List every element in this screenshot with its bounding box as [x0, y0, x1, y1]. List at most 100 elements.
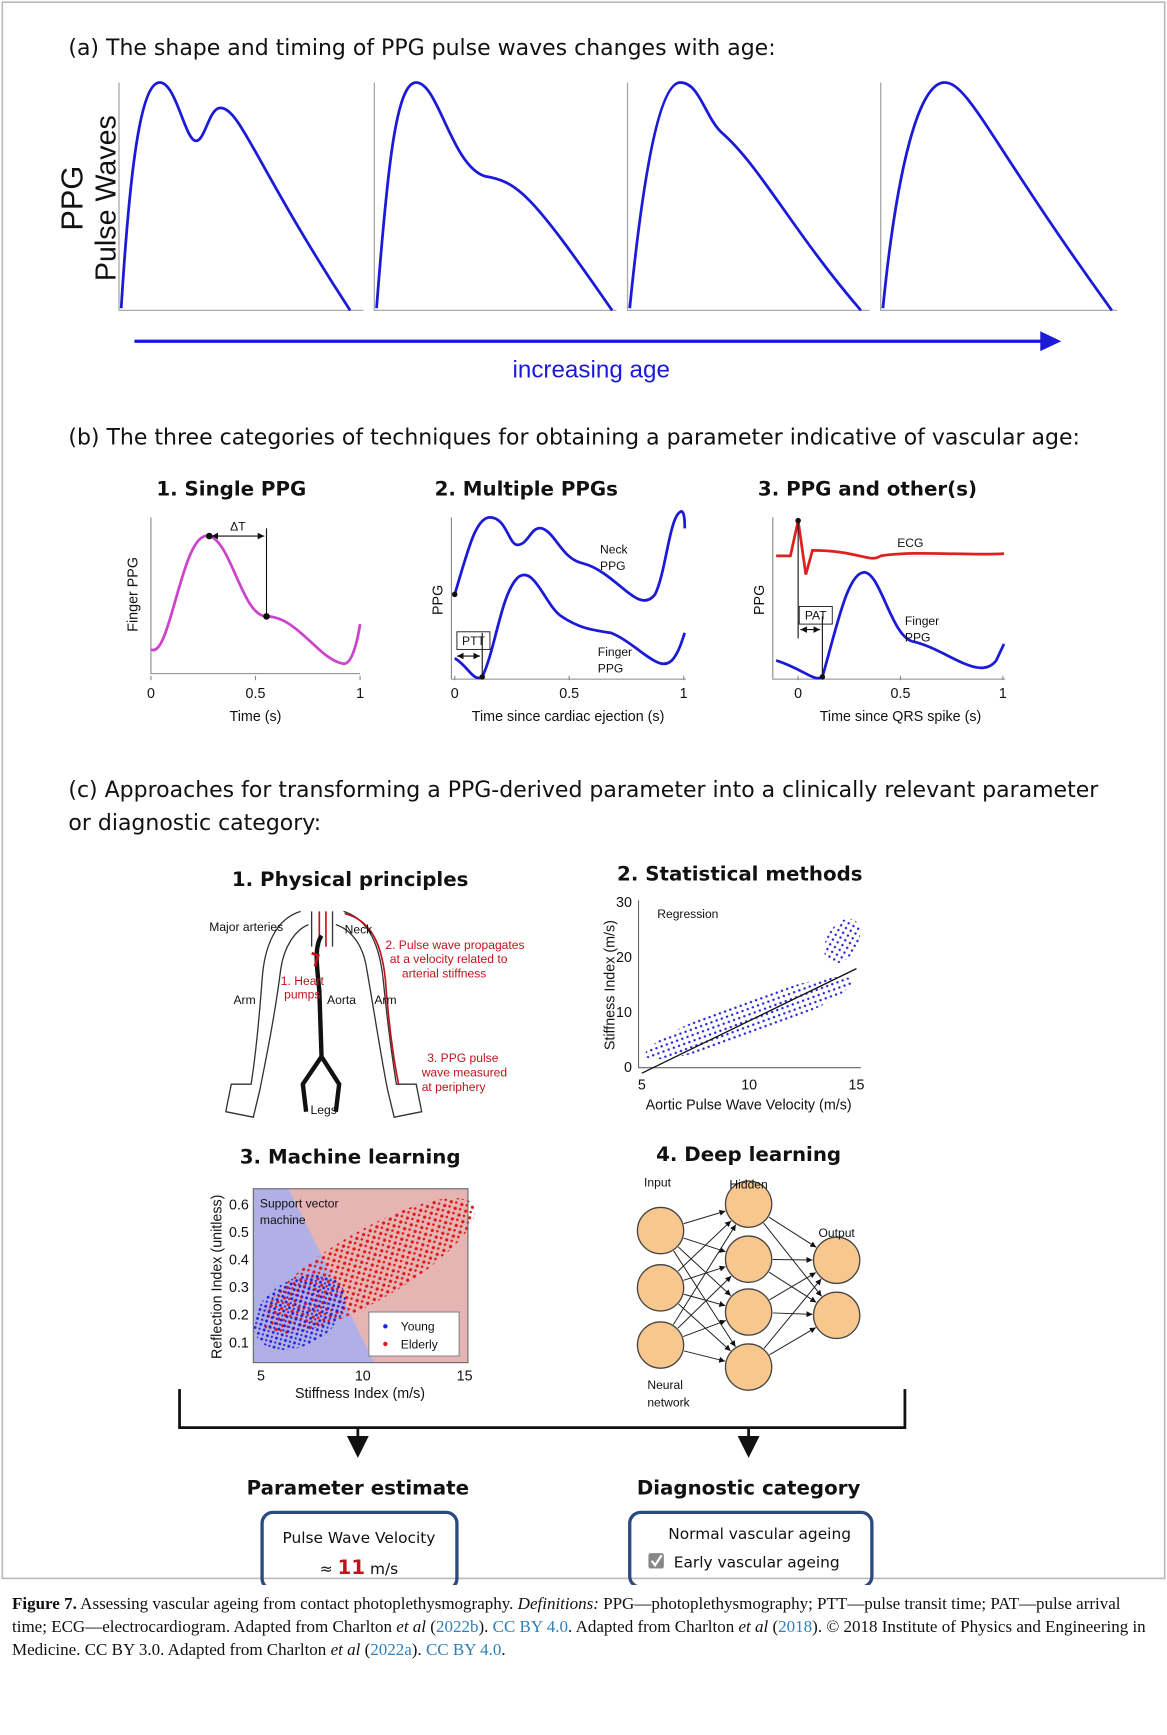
point — [451, 591, 458, 598]
option: Early vascular ageing — [674, 1553, 840, 1571]
annotation: ECG — [897, 536, 923, 550]
label: Output — [819, 1226, 856, 1240]
caption-link[interactable]: 2022b — [435, 1617, 479, 1636]
caption-text: et al — [396, 1617, 427, 1636]
caption-text: Assessing vascular ageing from contact p… — [76, 1594, 518, 1613]
caption-text: Definitions: — [517, 1594, 599, 1613]
legend-marker — [383, 1341, 388, 1347]
caption-text: . — [501, 1640, 506, 1659]
neuron — [724, 1343, 773, 1391]
x-label: Aortic Pulse Wave Velocity (m/s) — [646, 1098, 852, 1114]
unit: m/s — [370, 1560, 398, 1578]
y-label: Pulse Waves — [91, 115, 123, 281]
pulse-path — [344, 912, 400, 1085]
legend-marker — [383, 1324, 388, 1329]
x-ticks: 5 10 15 — [257, 1368, 473, 1384]
ppg-curves — [453, 510, 687, 680]
y-label: Finger PPG — [126, 557, 142, 632]
label: Input — [644, 1176, 672, 1190]
axes — [118, 82, 1118, 312]
annotation: PPG — [600, 559, 626, 573]
approx: ≈ — [320, 1560, 333, 1578]
x-tick-label: 1 — [356, 686, 364, 702]
neuron — [812, 1236, 861, 1285]
connection — [769, 1272, 817, 1301]
label: network — [647, 1396, 690, 1410]
value: 11 — [338, 1556, 366, 1579]
annotation: Finger — [905, 614, 939, 628]
annotation: Neck — [600, 543, 629, 557]
network — [636, 1180, 861, 1391]
output-box — [260, 1510, 459, 1585]
caption-text: ( — [768, 1617, 779, 1636]
body-outline — [224, 910, 423, 1118]
caption: Figure 7. Assessing vascular ageing from… — [12, 1592, 1152, 1661]
x-tick-label: 0 — [147, 686, 155, 702]
legend-label: Young — [401, 1320, 435, 1334]
connection — [673, 1250, 736, 1347]
annotation: Finger — [598, 645, 632, 659]
connection — [683, 1209, 726, 1225]
regression-line — [641, 968, 857, 1074]
connection — [768, 1216, 817, 1248]
x-tick-label: 5 — [638, 1078, 646, 1094]
x-tick-label: 0 — [794, 686, 802, 702]
x-label: Stiffness Index (m/s) — [295, 1386, 425, 1402]
label: Legs — [311, 1103, 337, 1117]
y-tick-label: 0.5 — [229, 1225, 249, 1241]
caption-link[interactable]: CC BY 4.0 — [492, 1617, 569, 1636]
scatter-cloud — [824, 918, 861, 964]
annotation: Support vector — [260, 1196, 339, 1210]
y-tick-label: 0.6 — [229, 1198, 249, 1214]
label: arterial stiffness — [402, 966, 486, 980]
connection — [683, 1265, 726, 1281]
x-tick-label: 0.5 — [559, 686, 579, 702]
x-tick-label: 1 — [999, 686, 1007, 702]
y-label: PPG — [752, 585, 768, 615]
caption-link[interactable]: 2022a — [370, 1640, 412, 1659]
x-label: Time since QRS spike (s) — [820, 709, 982, 725]
annotation: ΔT — [230, 520, 246, 534]
annotation: PAT — [805, 609, 827, 623]
neuron — [636, 1206, 685, 1255]
annotation: PTT — [462, 634, 485, 648]
plot-title: 3. PPG and other(s) — [758, 477, 977, 500]
neuron — [724, 1235, 773, 1283]
label: Major arteries — [209, 920, 283, 934]
y-tick-label: 0.3 — [229, 1280, 249, 1296]
output-title: Parameter estimate — [247, 1477, 469, 1500]
x-tick-label: 5 — [257, 1368, 265, 1384]
caption-link[interactable]: CC BY 4.0 — [425, 1640, 502, 1659]
connection — [683, 1350, 726, 1363]
plot-title: 1. Single PPG — [156, 477, 306, 500]
label: Arm — [374, 993, 396, 1007]
caption-text: ). © 2018 Institute of Physics and Engin… — [12, 1617, 1146, 1659]
connection — [768, 1271, 817, 1303]
bracket — [178, 1389, 907, 1429]
label: pumps — [284, 987, 320, 1001]
label: at periphery — [422, 1080, 487, 1094]
caption-link[interactable]: 2018 — [778, 1617, 813, 1636]
connection — [677, 1275, 732, 1329]
neuron — [812, 1291, 861, 1340]
subtitle: 2. Statistical methods — [617, 863, 863, 886]
x-tick-label: 0 — [451, 686, 459, 702]
neuron — [636, 1264, 685, 1312]
figure: (a) The shape and timing of PPG pulse wa… — [1, 1, 1166, 1585]
y-label: Reflection Index (unitless) — [209, 1195, 225, 1360]
y-label: PPG — [431, 585, 447, 615]
caption-text: ). — [411, 1640, 426, 1659]
output-value: ≈ 11 m/s — [320, 1556, 398, 1579]
point — [205, 532, 213, 540]
ppg-curve — [775, 570, 1006, 680]
x-tick-label: 10 — [741, 1078, 757, 1094]
connection — [683, 1319, 727, 1338]
output-text: Pulse Wave Velocity — [282, 1529, 435, 1547]
y-tick-label: 0.4 — [229, 1253, 249, 1269]
connection — [677, 1220, 732, 1272]
x-tick-label: 0.5 — [891, 686, 911, 702]
point — [795, 517, 801, 524]
y-tick-label: 0 — [624, 1060, 632, 1076]
connection — [677, 1246, 732, 1296]
